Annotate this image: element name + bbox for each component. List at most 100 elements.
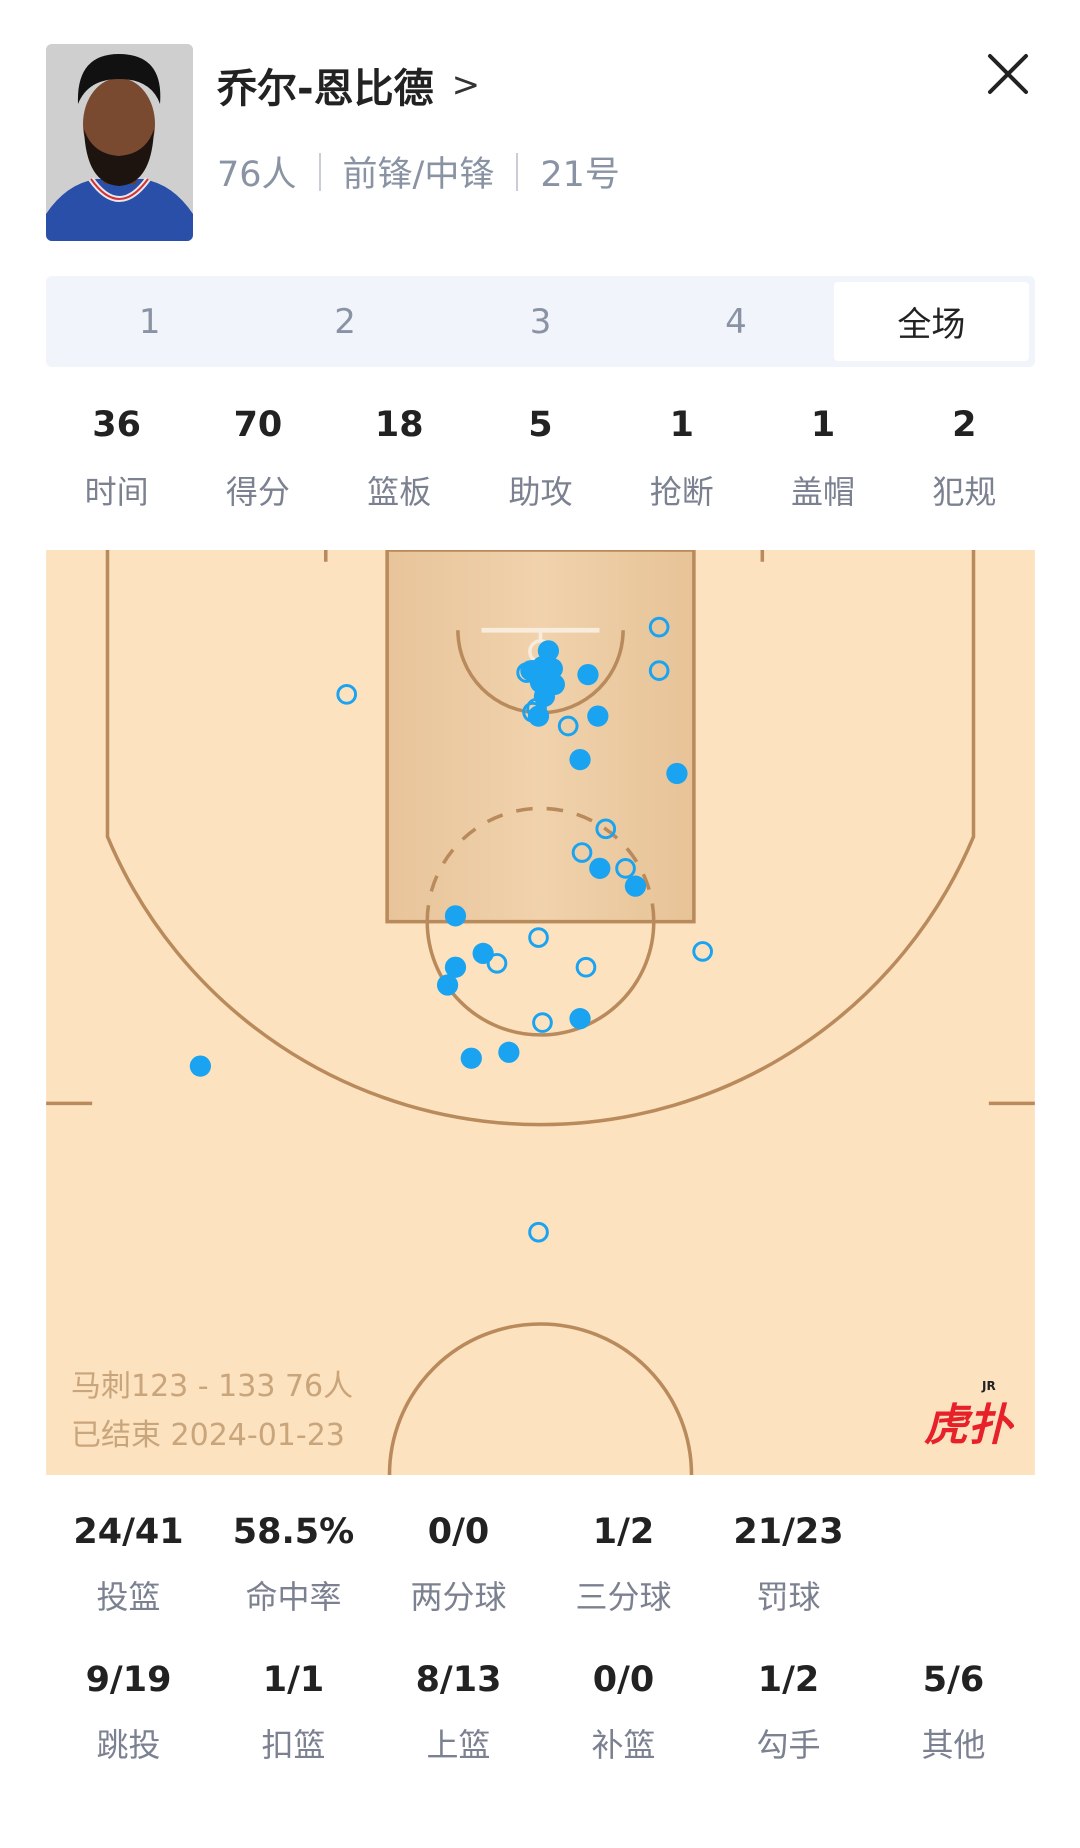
stat-value: 8/13 <box>415 1660 502 1700</box>
shot-missed <box>648 616 670 638</box>
game-score: 马刺123 - 133 76人 <box>71 1369 354 1404</box>
tab-period-3[interactable]: 3 <box>529 301 552 342</box>
stat-value: 0/0 <box>427 1512 490 1552</box>
shot-missed <box>528 927 549 948</box>
player-name-link[interactable]: 乔尔-恩比德 > <box>217 56 480 114</box>
stat-item: 70 得分 <box>187 405 328 513</box>
shot-missed <box>526 697 547 719</box>
shot-missed <box>528 1221 549 1243</box>
shot-missed <box>692 941 713 962</box>
shot-missed <box>595 818 617 840</box>
stat-value: 1/2 <box>757 1660 820 1700</box>
divider <box>516 152 519 191</box>
chevron-right-icon: > <box>451 65 481 105</box>
shot-made <box>666 762 688 785</box>
stat-item: 2 犯规 <box>894 405 1035 513</box>
shot-missed <box>486 952 508 974</box>
paint-area <box>385 550 696 924</box>
stat-value: 1/1 <box>262 1660 325 1700</box>
stat-label: 扣篮 <box>261 1726 326 1764</box>
shooting-stat: 0/0 两分球 <box>376 1512 541 1618</box>
shot-made <box>189 1055 212 1077</box>
stat-label: 命中率 <box>245 1578 342 1616</box>
svg-text:JR: JR <box>981 1379 996 1393</box>
shot-made <box>436 974 459 996</box>
player-position: 前锋/中锋 <box>342 155 495 195</box>
stat-item: 5 助攻 <box>470 405 611 513</box>
shot-missed <box>336 684 358 705</box>
shooting-row-2: 9/19 跳投 1/1 扣篮 8/13 上篮 0/0 补篮 1/2 勾手 5/6 其他 <box>46 1660 1036 1766</box>
three-point-line <box>105 550 976 1127</box>
stat-value: 5 <box>528 405 553 445</box>
stat-label: 勾手 <box>756 1726 821 1764</box>
game-status: 已结束 2024-01-23 <box>71 1418 345 1453</box>
close-icon <box>988 54 1028 94</box>
shot-made <box>587 705 609 727</box>
stat-item: 1 盖帽 <box>752 405 893 513</box>
tab-period-1[interactable]: 1 <box>138 301 161 342</box>
tab-full-game[interactable]: 全场 <box>833 282 1030 361</box>
shooting-stat: 1/1 扣篮 <box>211 1660 376 1766</box>
shooting-stat: 1/2 三分球 <box>541 1512 706 1618</box>
period-tabs: 1 2 3 4 全场 <box>46 276 1035 367</box>
shot-missed <box>571 842 593 863</box>
shooting-stat: 0/0 补篮 <box>541 1660 706 1766</box>
shot-made <box>624 875 647 897</box>
shot-made <box>569 748 591 771</box>
stat-value: 1 <box>810 405 836 445</box>
stat-label: 时间 <box>84 473 149 511</box>
shooting-row-1: 24/41 投篮 58.5% 命中率 0/0 两分球 1/2 三分球 21/23 罚球 <box>46 1512 1036 1618</box>
stat-label: 其他 <box>921 1726 986 1764</box>
stat-value: 9/19 <box>85 1660 172 1700</box>
player-name: 乔尔-恩比德 <box>217 66 434 112</box>
stat-value: 2 <box>952 405 977 445</box>
shooting-stat: 58.5% 命中率 <box>211 1512 376 1618</box>
stat-label: 盖帽 <box>791 473 856 511</box>
stat-label: 抢断 <box>649 473 714 511</box>
hupu-logo: JR 虎扑 <box>924 1379 1014 1448</box>
player-info: 76人 前锋/中锋 21号 <box>217 146 620 197</box>
tab-period-2[interactable]: 2 <box>334 301 356 342</box>
free-throw-circle <box>425 921 656 1037</box>
player-avatar <box>46 44 193 241</box>
shot-made <box>498 1041 520 1063</box>
shot-made <box>444 956 467 978</box>
shot-missed <box>648 660 670 681</box>
stat-label: 篮板 <box>367 473 432 511</box>
shot-missed <box>516 662 537 683</box>
stat-value: 0/0 <box>592 1660 655 1700</box>
tab-period-4[interactable]: 4 <box>725 301 747 342</box>
shooting-stat: 5/6 其他 <box>871 1660 1036 1766</box>
stat-label: 犯规 <box>932 473 997 511</box>
shooting-stat: 24/41 投篮 <box>46 1512 211 1618</box>
stat-value: 36 <box>92 405 141 445</box>
player-team: 76人 <box>217 155 297 195</box>
close-button[interactable] <box>984 50 1032 98</box>
stat-label: 上篮 <box>426 1726 491 1764</box>
stat-value: 24/41 <box>73 1512 184 1552</box>
stat-item: 36 时间 <box>46 405 187 513</box>
shot-made <box>589 857 611 879</box>
hash-marks <box>46 550 1035 1106</box>
stats-row: 36 时间 70 得分 18 篮板 5 助攻 1 抢断 1 盖帽 2 犯规 <box>46 405 1035 513</box>
stat-value: 58.5% <box>232 1512 355 1552</box>
stat-value: 1/2 <box>592 1512 655 1552</box>
shooting-stat: 9/19 跳投 <box>46 1660 211 1766</box>
stat-label: 投篮 <box>96 1578 161 1616</box>
shot-made <box>460 1047 482 1069</box>
shot-made <box>444 905 467 927</box>
stat-label: 助攻 <box>508 473 573 511</box>
stat-value: 5/6 <box>922 1660 985 1700</box>
shot-missed <box>615 858 636 879</box>
shot-missed <box>575 956 597 978</box>
stat-label: 三分球 <box>575 1578 672 1616</box>
center-circle <box>387 1322 694 1475</box>
shot-made <box>472 942 494 965</box>
stat-value: 21/23 <box>733 1512 844 1552</box>
stat-value: 18 <box>374 405 424 445</box>
shot-missed <box>532 1012 553 1033</box>
shooting-stat: 21/23 罚球 <box>706 1512 871 1618</box>
stat-value: 1 <box>669 405 694 445</box>
stat-label: 补篮 <box>591 1726 656 1764</box>
player-number: 21号 <box>540 155 620 195</box>
